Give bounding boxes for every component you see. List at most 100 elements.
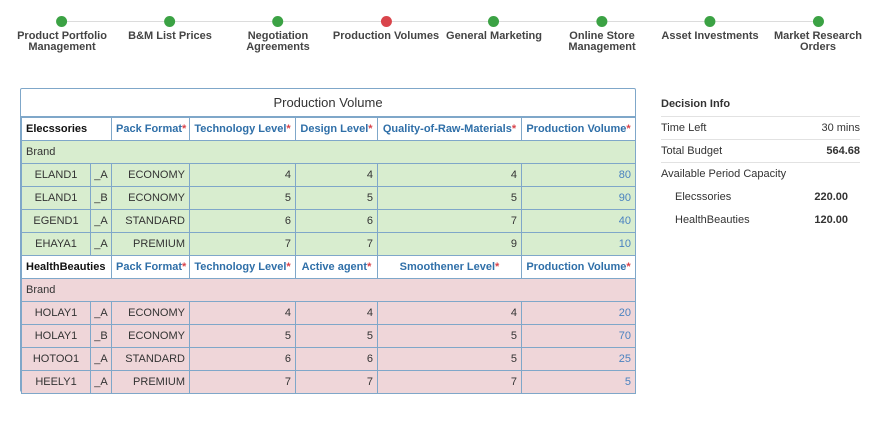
required-asterisk-icon: *: [182, 261, 187, 273]
level-cell[interactable]: 6: [295, 347, 378, 371]
production-volume-cell[interactable]: 25: [521, 347, 636, 371]
level-cell[interactable]: 4: [377, 301, 522, 325]
production-volume-cell[interactable]: 40: [521, 209, 636, 233]
level-cell[interactable]: 7: [377, 209, 522, 233]
step-label: Asset Investments: [661, 30, 759, 42]
column-header: Technology Level*: [189, 255, 296, 279]
variant: _B: [90, 324, 112, 348]
level-cell[interactable]: 5: [295, 324, 378, 348]
production-volume-cell[interactable]: 5: [521, 370, 636, 394]
column-header-label: Quality-of-Raw-Materials: [382, 123, 512, 135]
capacity-row-elecssories: Elecssories 220.00: [661, 186, 860, 209]
time-left-value: 30 mins: [821, 122, 860, 134]
variant: _A: [90, 163, 112, 187]
segment-header-row: Elecssories Pack Format* Technology Level*…: [21, 117, 636, 141]
table-row: ELAND1 _A ECONOMY 4 4 4 80: [21, 163, 636, 187]
level-cell[interactable]: 7: [377, 370, 522, 394]
variant: _A: [90, 301, 112, 325]
column-header-label: Active agent: [301, 261, 368, 273]
segment-name: Elecssories: [21, 117, 112, 141]
production-volume-cell[interactable]: 20: [521, 301, 636, 325]
pack-format-cell[interactable]: PREMIUM: [111, 232, 190, 256]
completed-step-dot-icon: [272, 16, 284, 27]
decision-info-panel: Decision Info Time Left 30 mins Total Bu…: [661, 96, 860, 232]
level-cell[interactable]: 4: [189, 301, 296, 325]
production-volume-panel: Production Volume Elecssories Pack Format…: [20, 88, 636, 394]
step-0[interactable]: Product Portfolio Management: [17, 14, 107, 53]
step-7[interactable]: Market Research Orders: [774, 14, 862, 53]
required-asterisk-icon: *: [367, 261, 372, 273]
step-label: Market Research Orders: [773, 30, 863, 53]
variant: _A: [90, 209, 112, 233]
step-1[interactable]: B&M List Prices: [128, 14, 212, 42]
brand-name: HOTOO1: [21, 347, 91, 371]
column-header: Quality-of-Raw-Materials*: [377, 117, 522, 141]
level-cell[interactable]: 4: [295, 163, 378, 187]
required-asterisk-icon: *: [286, 123, 291, 135]
column-header-label: Production Volume: [526, 261, 627, 273]
level-cell[interactable]: 5: [189, 324, 296, 348]
step-6[interactable]: Asset Investments: [661, 14, 759, 42]
table-row: HEELY1 _A PREMIUM 7 7 7 5: [21, 370, 636, 394]
pack-format-cell[interactable]: ECONOMY: [111, 301, 190, 325]
completed-step-dot-icon: [704, 16, 716, 27]
step-2[interactable]: Negotiation Agreements: [246, 14, 310, 53]
level-cell[interactable]: 5: [377, 324, 522, 348]
variant: _B: [90, 186, 112, 210]
brand-label-row: Brand: [21, 140, 636, 164]
required-asterisk-icon: *: [626, 123, 631, 135]
pack-format-cell[interactable]: STANDARD: [111, 209, 190, 233]
step-label: Product Portfolio Management: [17, 30, 107, 53]
step-label: Negotiation Agreements: [246, 30, 310, 53]
completed-step-dot-icon: [164, 16, 176, 27]
pack-format-cell[interactable]: ECONOMY: [111, 324, 190, 348]
total-budget-row: Total Budget 564.68: [661, 140, 860, 163]
decision-info-title: Decision Info: [661, 96, 860, 117]
production-volume-cell[interactable]: 90: [521, 186, 636, 210]
current-step-dot-icon: [380, 16, 392, 27]
level-cell[interactable]: 9: [377, 232, 522, 256]
pack-format-cell[interactable]: PREMIUM: [111, 370, 190, 394]
column-header-label: Technology Level: [194, 261, 287, 273]
column-header: Pack Format*: [111, 117, 190, 141]
capacity-row-healthbeauties: HealthBeauties 120.00: [661, 209, 860, 232]
step-label: General Marketing: [446, 30, 542, 42]
production-volume-cell[interactable]: 80: [521, 163, 636, 187]
required-asterisk-icon: *: [626, 261, 631, 273]
pack-format-cell[interactable]: ECONOMY: [111, 163, 190, 187]
capacity-name: HealthBeauties: [675, 214, 750, 226]
column-header: Pack Format*: [111, 255, 190, 279]
level-cell[interactable]: 5: [295, 186, 378, 210]
level-cell[interactable]: 5: [189, 186, 296, 210]
production-volume-cell[interactable]: 70: [521, 324, 636, 348]
time-left-label: Time Left: [661, 122, 707, 134]
level-cell[interactable]: 6: [295, 209, 378, 233]
required-asterisk-icon: *: [368, 123, 373, 135]
brand-name: HEELY1: [21, 370, 91, 394]
level-cell[interactable]: 7: [189, 370, 296, 394]
level-cell[interactable]: 7: [295, 370, 378, 394]
level-cell[interactable]: 7: [295, 232, 378, 256]
step-5[interactable]: Online Store Management: [568, 14, 636, 53]
variant: _A: [90, 232, 112, 256]
step-4[interactable]: General Marketing: [446, 14, 542, 42]
level-cell[interactable]: 4: [189, 163, 296, 187]
level-cell[interactable]: 4: [295, 301, 378, 325]
pack-format-cell[interactable]: STANDARD: [111, 347, 190, 371]
level-cell[interactable]: 5: [377, 347, 522, 371]
step-label: B&M List Prices: [128, 30, 212, 42]
column-header-label: Smoothener Level: [399, 261, 496, 273]
level-cell[interactable]: 5: [377, 186, 522, 210]
level-cell[interactable]: 6: [189, 347, 296, 371]
column-header: Design Level*: [295, 117, 378, 141]
level-cell[interactable]: 4: [377, 163, 522, 187]
level-cell[interactable]: 6: [189, 209, 296, 233]
level-cell[interactable]: 7: [189, 232, 296, 256]
brand-name: ELAND1: [21, 186, 91, 210]
step-3[interactable]: Production Volumes: [333, 14, 439, 42]
time-left-row: Time Left 30 mins: [661, 117, 860, 140]
segment-header-row: HealthBeauties Pack Format* Technology Lev…: [21, 255, 636, 279]
production-volume-cell[interactable]: 10: [521, 232, 636, 256]
pack-format-cell[interactable]: ECONOMY: [111, 186, 190, 210]
production-volume-table: Elecssories Pack Format* Technology Level*…: [21, 117, 636, 394]
